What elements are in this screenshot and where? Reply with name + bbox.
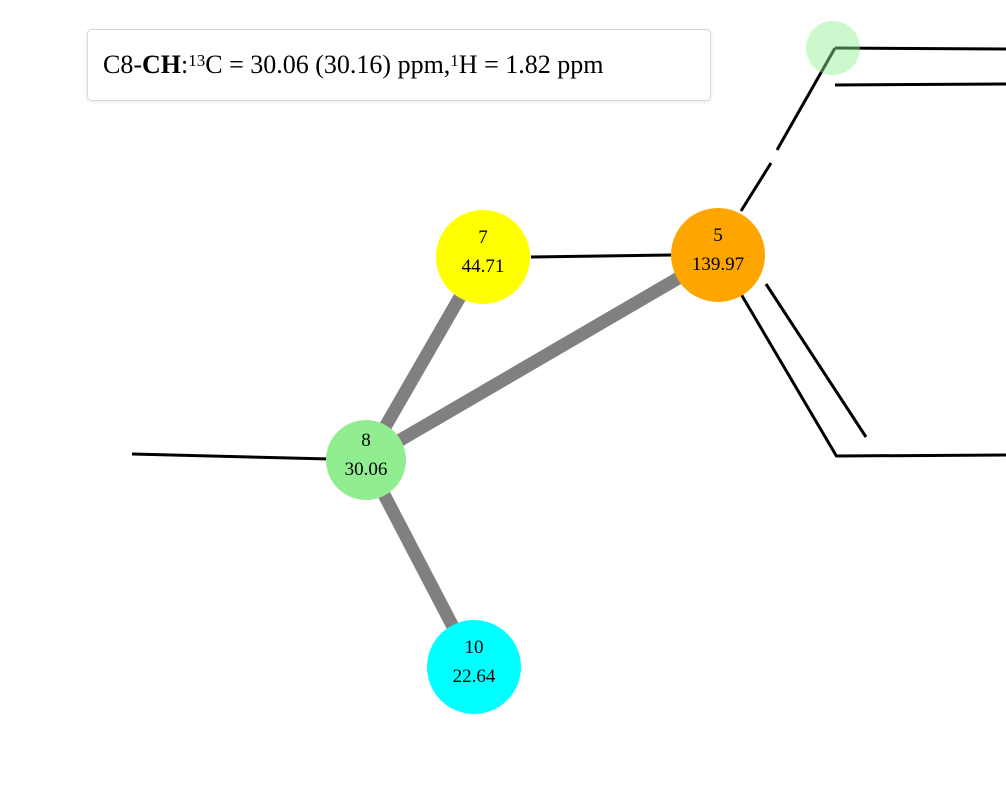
bond-ring-top-inner xyxy=(834,82,1006,87)
atom-shift-10: 22.64 xyxy=(453,666,496,687)
info-hydrogen-shift: H = 1.82 ppm xyxy=(458,50,604,79)
bond-5-ring-top-a xyxy=(739,162,773,212)
info-colon: : xyxy=(181,50,189,79)
atom-circle-10[interactable] xyxy=(427,620,521,714)
atom-node-7[interactable]: 744.71 xyxy=(436,210,530,304)
correlation-layer xyxy=(360,249,722,671)
atom-number-8: 8 xyxy=(361,430,371,451)
info-carbon-shift: C = 30.06 (30.16) ppm, xyxy=(205,50,451,79)
bond-5-ring-bottom xyxy=(739,293,839,458)
bond-layer xyxy=(131,46,1006,461)
info-separator: - xyxy=(133,50,143,79)
atom-node-10[interactable]: 10 22.64 xyxy=(427,620,521,714)
atom-shift-8: 30.06 xyxy=(345,459,388,480)
bond-ring-bottom xyxy=(836,453,1006,458)
atom-shift-5: 139.97 xyxy=(692,254,744,275)
atom-circle-7[interactable] xyxy=(436,210,530,304)
ring-highlight-atom xyxy=(806,21,860,75)
bond-8-left xyxy=(131,452,331,461)
atom-shift-7: 44.71 xyxy=(462,256,505,277)
atom-node-8[interactable]: 830.06 xyxy=(326,420,406,500)
atom-number-10: 10 xyxy=(465,637,484,658)
atom-number-7: 7 xyxy=(478,227,488,248)
correlation-8-5 xyxy=(362,249,722,466)
atom-number-5: 5 xyxy=(713,225,723,246)
info-group-label: CH xyxy=(142,50,182,79)
bond-ring-top-outer xyxy=(834,46,1006,51)
atom-circle-8[interactable] xyxy=(326,420,406,500)
atom-circle-5[interactable] xyxy=(671,208,765,302)
bond-5-ring-bottom-double xyxy=(764,283,868,438)
bond-7-5 xyxy=(530,253,673,259)
info-atom-label: C8 xyxy=(103,50,134,79)
bond-5-ring-top-b xyxy=(775,47,837,151)
atom-node-5[interactable]: 5 139.97 xyxy=(671,208,765,302)
